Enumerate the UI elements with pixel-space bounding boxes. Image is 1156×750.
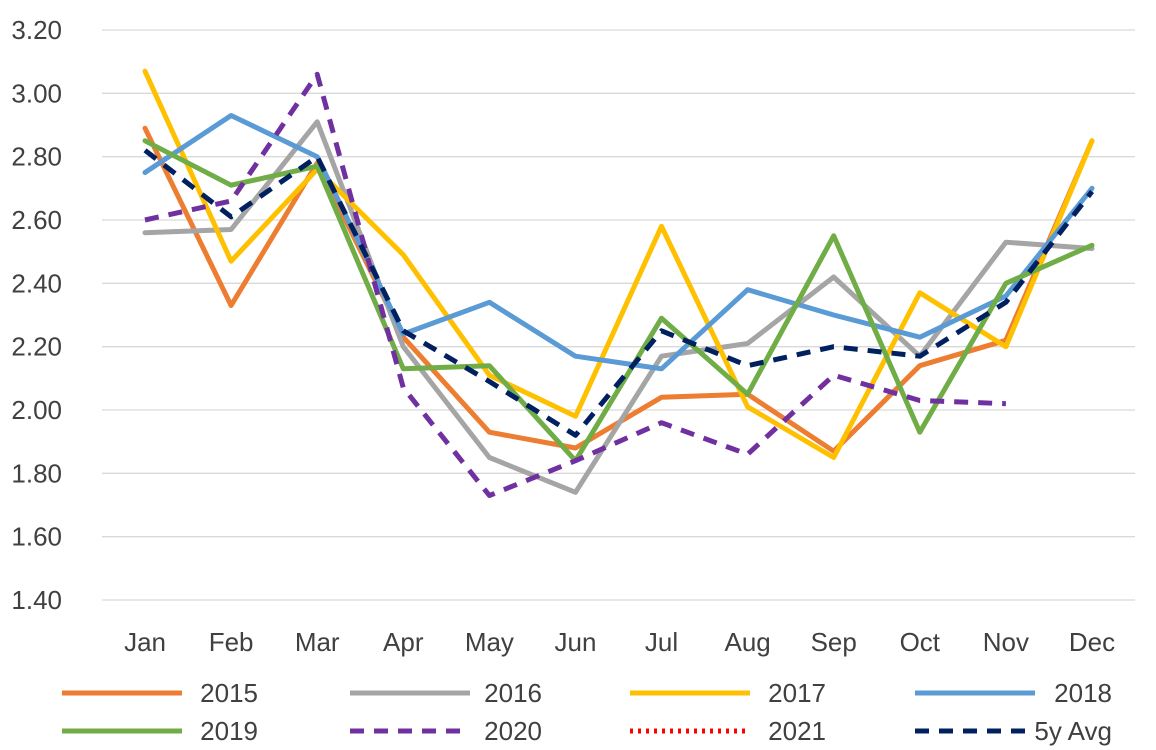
legend: 2015 2016 2017 2018 2019 2020 2021 5y Avg bbox=[62, 678, 1112, 746]
y-tick-label: 2.60 bbox=[11, 205, 62, 235]
y-tick-label: 3.00 bbox=[11, 78, 62, 108]
x-tick-label: Apr bbox=[383, 627, 424, 657]
x-tick-label: Jan bbox=[124, 627, 166, 657]
x-tick-label: May bbox=[465, 627, 514, 657]
y-tick-label: 2.00 bbox=[11, 395, 62, 425]
legend-label: 2020 bbox=[484, 716, 542, 746]
legend-label: 2016 bbox=[484, 678, 542, 708]
y-tick-label: 2.80 bbox=[11, 142, 62, 172]
x-tick-label: Oct bbox=[900, 627, 941, 657]
y-tick-label: 2.20 bbox=[11, 332, 62, 362]
series-line-2018 bbox=[142, 113, 1095, 372]
legend-label: 5y Avg bbox=[1034, 716, 1112, 746]
y-axis-tick-labels: 1.40 1.60 1.80 2.00 2.20 2.40 2.60 2.80 3.00 3.20 bbox=[11, 15, 62, 615]
x-axis-tick-labels: Jan Feb Mar Apr May Jun Jul Aug Sep Oct Nov Dec bbox=[124, 627, 1115, 657]
x-tick-label: Mar bbox=[295, 627, 340, 657]
y-tick-label: 2.40 bbox=[11, 268, 62, 298]
legend-label: 2021 bbox=[768, 716, 826, 746]
x-tick-label: Jun bbox=[554, 627, 596, 657]
legend-label: 2015 bbox=[200, 678, 258, 708]
y-tick-label: 1.40 bbox=[11, 585, 62, 615]
legend-label: 2018 bbox=[1054, 678, 1112, 708]
legend-label: 2017 bbox=[768, 678, 826, 708]
x-tick-label: Feb bbox=[209, 627, 254, 657]
series-line-2019 bbox=[142, 138, 1095, 464]
y-tick-label: 1.80 bbox=[11, 458, 62, 488]
x-tick-label: Jul bbox=[645, 627, 678, 657]
series-line-5y-avg bbox=[143, 148, 1094, 438]
series-line-2017 bbox=[142, 68, 1095, 460]
series-lines bbox=[142, 68, 1095, 498]
series-line-2016 bbox=[142, 119, 1095, 495]
y-tick-label: 3.20 bbox=[11, 15, 62, 45]
x-tick-label: Aug bbox=[724, 627, 770, 657]
x-tick-label: Dec bbox=[1069, 627, 1115, 657]
x-tick-label: Sep bbox=[811, 627, 857, 657]
x-tick-label: Nov bbox=[983, 627, 1029, 657]
y-tick-label: 1.60 bbox=[11, 522, 62, 552]
gridlines bbox=[102, 29, 1135, 601]
series-line-2020 bbox=[144, 71, 1006, 498]
legend-label: 2019 bbox=[200, 716, 258, 746]
